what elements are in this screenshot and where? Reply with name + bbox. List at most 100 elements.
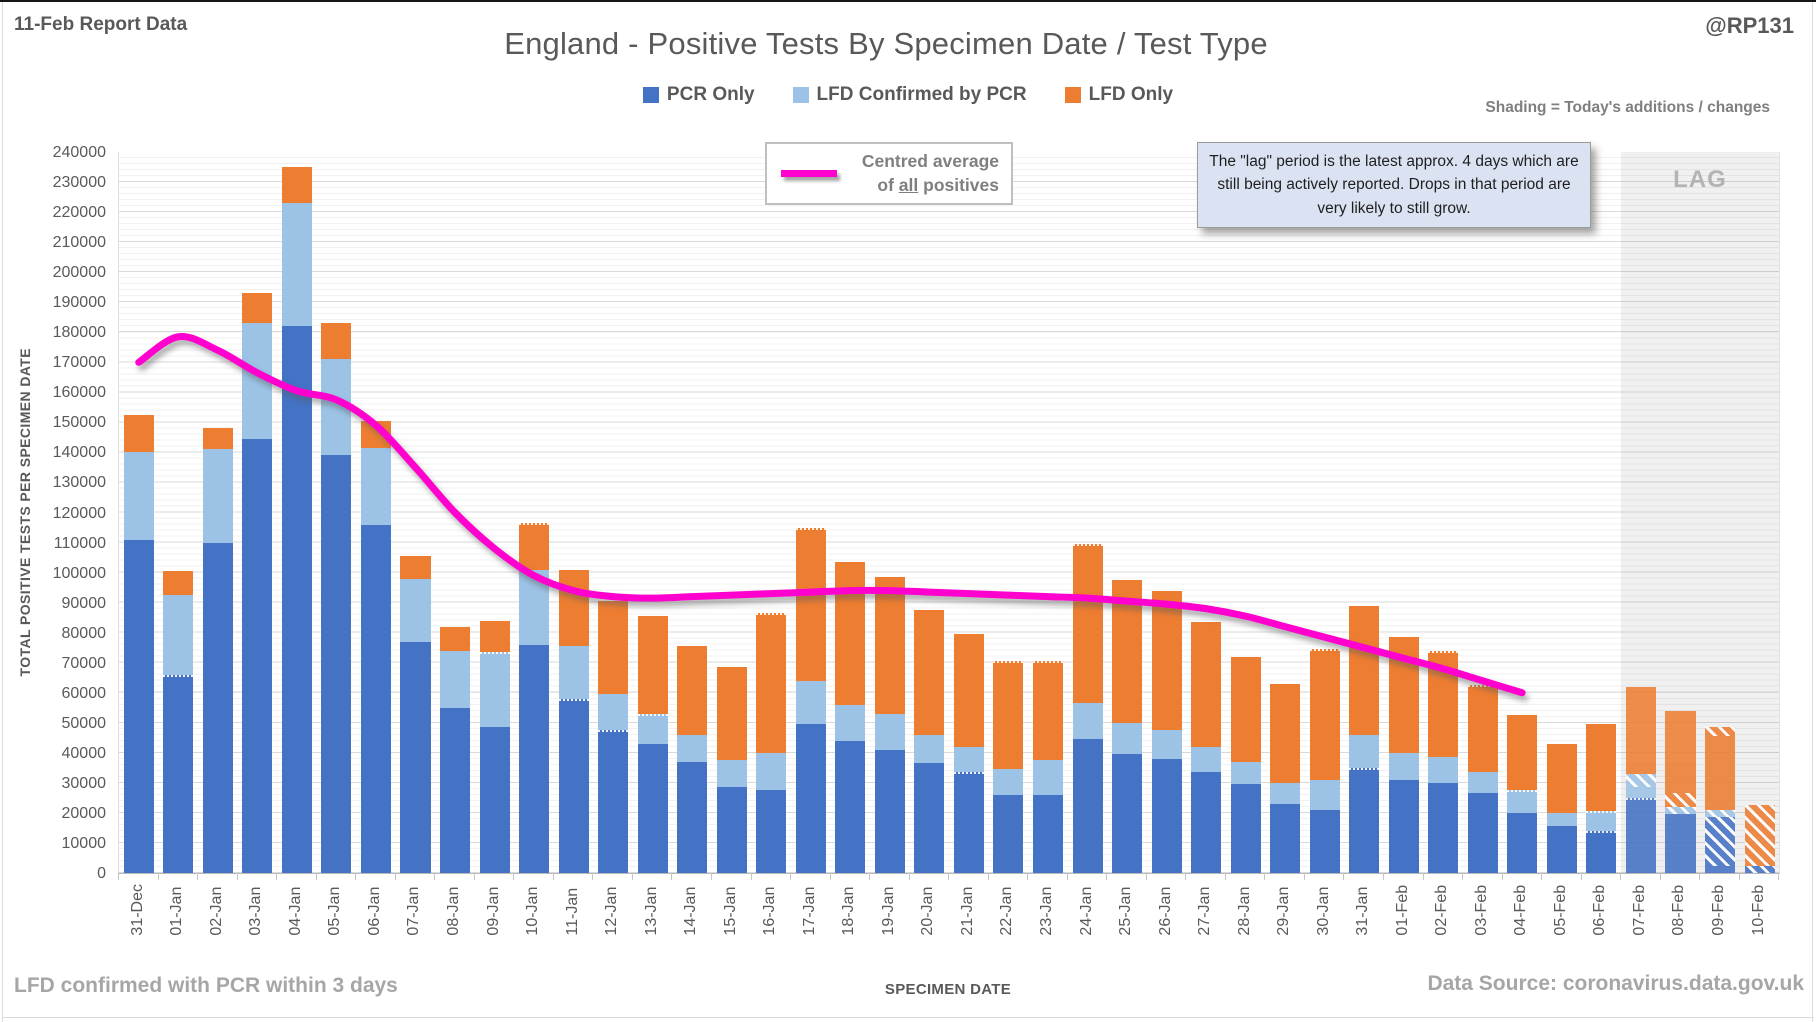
x-tick-label: 13-Jan [642, 886, 660, 936]
bar-segment-pcr [400, 641, 431, 873]
bar-30-Jan [1309, 152, 1340, 873]
x-label-cell: 18-Jan [830, 884, 870, 936]
bar-segment-lfd_pcr [1032, 760, 1063, 795]
y-tick-label: 240000 [52, 144, 106, 161]
x-tick-label: 01-Jan [168, 886, 186, 936]
x-label-cell: 06-Jan [355, 884, 395, 936]
bar-slot-13-Jan [633, 152, 673, 873]
bar-slot-21-Jan [949, 152, 989, 873]
bar-segment-pcr [242, 438, 273, 873]
bar-slot-05-Jan [317, 152, 357, 873]
y-tick-label: 20000 [61, 804, 107, 822]
y-tick-label: 230000 [52, 174, 106, 192]
x-label-cell: 13-Jan [632, 884, 672, 936]
x-tick-label: 26-Jan [1156, 886, 1174, 936]
bar-segment-pcr [598, 730, 629, 873]
x-label-cell: 08-Feb [1660, 884, 1700, 936]
bar-segment-lfd_only [835, 562, 866, 705]
bar-segment-pcr [1705, 865, 1736, 873]
legend-swatch-lfd_only [1064, 87, 1081, 103]
bar-segment-pcr [1467, 793, 1498, 873]
x-tick-label: 11-Jan [563, 887, 581, 936]
bar-01-Jan [163, 152, 194, 873]
bar-segment-pcr [360, 524, 391, 873]
frame-bottom-line [2, 1017, 1814, 1018]
bar-segment-lfd_pcr [1428, 757, 1459, 783]
bar-segment-lfd_only [321, 323, 352, 360]
x-tick [1147, 873, 1187, 880]
x-tick [752, 873, 792, 880]
x-tick [475, 873, 515, 880]
x-label-cell: 10-Jan [513, 884, 553, 936]
bar-segment-lfd_pcr [1191, 746, 1222, 773]
bar-segment-pcr [479, 727, 510, 873]
bar-segment-lfd_pcr [914, 734, 945, 764]
bar-slot-18-Jan [831, 152, 871, 873]
bar-segment-pcr [1586, 830, 1617, 873]
bar-segment-lfd_pcr [163, 595, 194, 675]
bar-segment-lfd_only [1151, 590, 1182, 731]
report-date-label: 11-Feb Report Data [14, 14, 188, 35]
bar-segment-pcr [1388, 779, 1419, 873]
bar-segment-pcr [1151, 758, 1182, 873]
x-tick-label: 04-Jan [286, 886, 304, 936]
y-tick-label: 140000 [52, 444, 106, 462]
bar-slot-29-Jan [1265, 152, 1305, 873]
bar-segment-pcr [1032, 794, 1063, 873]
x-label-cell: 23-Jan [1027, 884, 1067, 936]
y-tick-label: 0 [97, 865, 106, 882]
bar-segment-lfd_pcr [1625, 787, 1656, 798]
bar-segment-lfd_pcr [1151, 730, 1182, 759]
bar-segment-lfd_only [1349, 605, 1380, 735]
x-tick-label: 10-Jan [524, 886, 542, 936]
bar-slot-04-Jan [277, 152, 317, 873]
bar-06-Feb [1586, 152, 1617, 873]
x-tick [1463, 873, 1503, 880]
x-tick [593, 873, 633, 880]
x-tick-label: 16-Jan [761, 886, 779, 936]
x-tick [1186, 873, 1226, 880]
x-tick [1384, 873, 1424, 880]
bar-10-Feb [1744, 152, 1775, 873]
bar-segment-lfd_pcr [479, 652, 510, 728]
bar-07-Jan [400, 152, 431, 873]
bar-segment-pcr [1309, 809, 1340, 873]
bar-13-Jan [637, 152, 668, 873]
bar-segment-lfd_pcr [400, 578, 431, 642]
x-tick-label: 05-Feb [1551, 884, 1569, 936]
x-tick [712, 873, 752, 880]
x-tick [119, 873, 159, 880]
series-legend: PCR Only LFD Confirmed by PCR LFD Only [0, 84, 1816, 106]
bar-segment-pcr [1705, 817, 1736, 866]
shading-note: Shading = Today's additions / changes [1485, 99, 1770, 116]
bar-segment-pcr [1665, 814, 1696, 873]
bar-segment-lfd_pcr [1349, 734, 1380, 768]
x-axis-title: SPECIMEN DATE [884, 981, 1012, 998]
centred-average-line [135, 333, 1526, 697]
bar-segment-lfd_only [1744, 805, 1775, 866]
frame-right-line [1812, 2, 1813, 1022]
bar-segment-pcr [914, 763, 945, 873]
x-label-cell: 17-Jan [790, 884, 830, 936]
bar-segment-pcr [716, 787, 747, 873]
bar-11-Jan [558, 152, 589, 873]
x-tick [514, 873, 554, 880]
x-tick [1344, 873, 1384, 880]
bar-26-Jan [1151, 152, 1182, 873]
bar-segment-lfd_only [281, 167, 312, 204]
bar-slot-11-Jan [554, 152, 594, 873]
x-label-cell: 16-Jan [751, 884, 791, 936]
x-label-cell: 05-Jan [316, 884, 356, 936]
bar-segment-pcr [558, 698, 589, 873]
bar-slot-30-Jan [1305, 152, 1345, 873]
x-tick [396, 873, 436, 880]
x-label-cell: 22-Jan [988, 884, 1028, 936]
bar-segment-lfd_pcr [440, 650, 471, 708]
y-tick-label: 160000 [52, 384, 106, 402]
x-label-cell: 06-Feb [1581, 884, 1621, 936]
bar-segment-pcr [1349, 767, 1380, 873]
y-axis-tick-labels: 0 10000 20000 30000 40000 50000 60000 70000 8000… [0, 145, 112, 882]
y-tick-label: 180000 [52, 324, 106, 342]
legend-label: PCR Only [666, 84, 755, 105]
bar-18-Jan [835, 152, 866, 873]
